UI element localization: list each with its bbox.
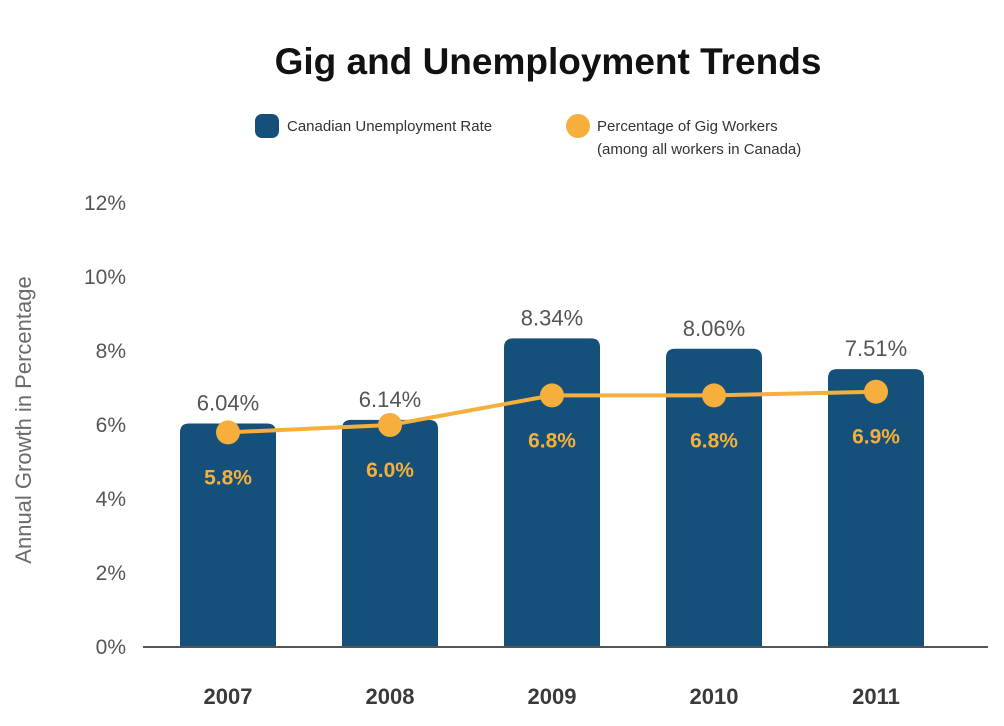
y-tick-label: 4% [96,488,126,511]
y-tick-label: 10% [84,266,126,289]
legend: Canadian Unemployment Rate Percentage of… [255,114,801,158]
y-tick-label: 2% [96,562,126,585]
legend-swatch-unemployment [255,114,279,138]
x-tick-label: 2010 [690,684,739,709]
y-tick-label: 0% [96,636,126,659]
bar [666,348,762,647]
bar [828,369,924,647]
y-axis-ticks: 0% 2% 4% 6% 8% 10% 12% [84,192,126,659]
x-tick-label: 2011 [852,684,900,709]
y-tick-label: 6% [96,414,126,437]
gig-workers-point [378,413,402,437]
line-labels: 5.8% 6.0% 6.8% 6.8% 6.9% [204,426,900,490]
legend-swatch-gig-workers [566,114,590,138]
bar-value-label: 8.34% [521,305,583,330]
legend-label-gig-workers: Percentage of Gig Workers [597,118,778,135]
x-tick-label: 2009 [528,684,577,709]
legend-label-gig-workers-line2: (among all workers in Canada) [597,141,801,158]
bar [180,423,276,647]
bar-series [180,338,924,647]
gig-workers-value-label: 6.0% [366,459,414,482]
gig-workers-point [216,420,240,445]
y-axis-label: Annual Growth in Percentage [11,276,36,563]
bar-value-label: 7.51% [845,336,907,361]
legend-label-unemployment: Canadian Unemployment Rate [287,118,492,135]
y-tick-label: 12% [84,192,126,215]
gig-workers-point [702,383,726,408]
y-tick-label: 8% [96,340,126,363]
x-axis-ticks: 2007 2008 2009 2010 2011 [204,684,900,709]
chart-title: Gig and Unemployment Trends [275,41,822,82]
bar-labels: 6.04% 6.14% 8.34% 8.06% 7.51% [197,305,907,415]
gig-workers-value-label: 6.8% [528,429,576,452]
gig-workers-point [864,379,888,404]
gig-workers-point [540,383,564,408]
gig-workers-value-label: 5.8% [204,466,252,489]
bar-value-label: 6.14% [359,387,421,412]
x-tick-label: 2008 [366,684,415,709]
bar [504,338,600,647]
gig-workers-value-label: 6.9% [852,426,900,449]
bar [342,419,438,647]
x-tick-label: 2007 [204,684,253,709]
line-series [216,379,888,445]
gig-workers-value-label: 6.8% [690,429,738,452]
bar-value-label: 6.04% [197,391,259,416]
bar-value-label: 8.06% [683,316,745,341]
